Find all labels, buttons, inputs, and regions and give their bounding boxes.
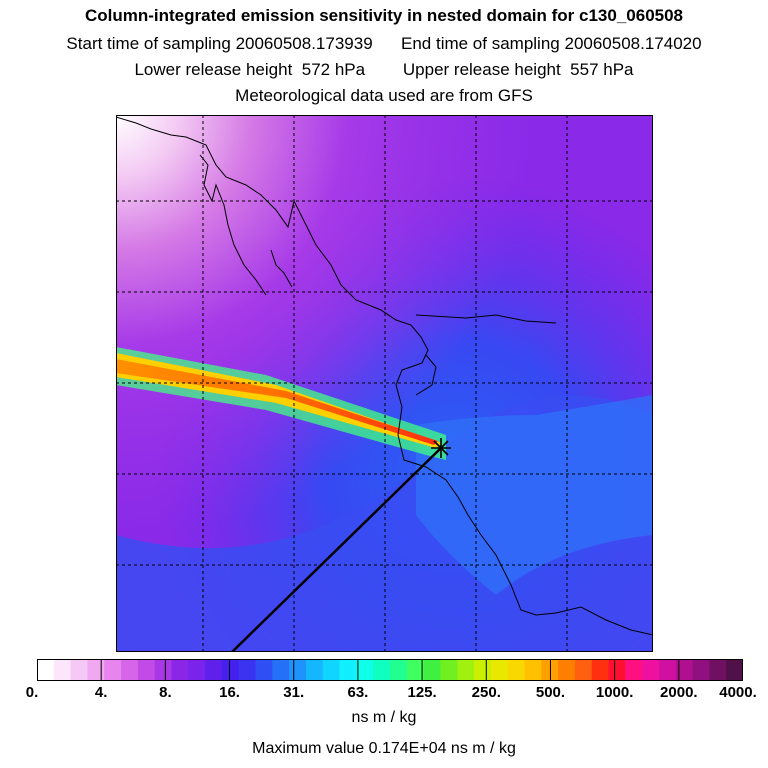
colorbar-swatch xyxy=(272,659,290,681)
colorbar-swatch xyxy=(87,659,105,681)
colorbar-swatch xyxy=(104,659,122,681)
coastline xyxy=(116,116,653,636)
colorbar-swatch xyxy=(558,659,576,681)
sampling-times: Start time of sampling 20060508.173939 E… xyxy=(0,34,768,54)
colorbar-swatch xyxy=(289,659,307,681)
colorbar-tick-label: 250. xyxy=(471,684,501,701)
colorbar-units: ns m / kg xyxy=(351,709,417,726)
star-icon xyxy=(431,438,451,458)
colorbar-swatch xyxy=(423,659,441,681)
sensitivity-map xyxy=(116,115,653,652)
colorbar-tick-label: 0. xyxy=(25,684,39,701)
colorbar-swatch xyxy=(474,659,492,681)
lower-value: 572 hPa xyxy=(301,60,366,79)
colorbar-swatch xyxy=(490,659,509,681)
colorbar-swatch xyxy=(726,659,744,681)
colorbar-frame xyxy=(37,659,743,681)
upper-label: Upper release height xyxy=(402,60,561,79)
colorbar-swatch xyxy=(322,659,341,681)
colorbar-swatch xyxy=(121,659,139,681)
colorbar-swatch xyxy=(457,659,475,681)
colorbar-swatch xyxy=(37,659,55,681)
colorbar-swatch xyxy=(692,659,710,681)
trajectory-line xyxy=(231,447,442,652)
end-value: 20060508.174020 xyxy=(564,34,702,53)
colorbar-swatch xyxy=(188,659,206,681)
colorbar-swatch xyxy=(137,659,156,681)
colorbar-swatch xyxy=(154,659,172,681)
colorbar-swatch xyxy=(205,659,223,681)
colorbar-swatch xyxy=(524,659,542,681)
colorbar-tick-label: 1000. xyxy=(595,684,634,701)
colorbar-swatch xyxy=(591,659,610,681)
colorbar-swatch xyxy=(221,659,240,681)
start-value: 20060508.173939 xyxy=(235,34,373,53)
plume-trajectory xyxy=(116,347,446,460)
met-data-line: Meteorological data used are from GFS xyxy=(235,86,533,105)
colorbar-swatch xyxy=(238,659,257,681)
upper-value: 557 hPa xyxy=(570,60,634,79)
colorbar-swatch xyxy=(255,659,273,681)
colorbar-tick-label: 31. xyxy=(283,684,305,701)
colorbar-swatch xyxy=(574,659,593,681)
colorbar-tick-label: 2000. xyxy=(660,684,698,701)
colorbar-swatch xyxy=(709,659,727,681)
colorbar-tick-label: 4000. xyxy=(719,684,757,701)
colorbar-tick-label: 125. xyxy=(407,684,437,701)
release-heights: Lower release height 572 hPa Upper relea… xyxy=(0,60,768,80)
colorbar-swatch xyxy=(541,659,559,681)
colorbar-swatch xyxy=(339,659,357,681)
colorbar-tick-label: 500. xyxy=(535,684,566,701)
colorbar-swatch xyxy=(642,659,660,681)
colorbar-swatch xyxy=(675,659,694,681)
start-label: Start time of sampling xyxy=(66,34,231,53)
colorbar-swatch xyxy=(440,659,458,681)
colorbar-swatch xyxy=(608,659,626,681)
map-frame xyxy=(116,115,653,652)
lower-label: Lower release height xyxy=(134,60,293,79)
colorbar-swatch xyxy=(625,659,643,681)
colorbar-swatch xyxy=(658,659,677,681)
colorbar-swatch xyxy=(70,659,88,681)
colorbar-swatch xyxy=(390,659,408,681)
plot-title: Column-integrated emission sensitivity i… xyxy=(84,6,684,25)
colorbar-swatch xyxy=(406,659,425,681)
colorbar xyxy=(36,659,744,681)
colorbar-tick-label: 63. xyxy=(347,684,369,701)
colorbar-swatch xyxy=(373,659,391,681)
colorbar-swatch xyxy=(507,659,525,681)
colorbar-tick-label: 8. xyxy=(159,684,172,701)
end-label: End time of sampling xyxy=(401,34,560,53)
colorbar-swatch xyxy=(53,659,72,681)
colorbar-swatch xyxy=(356,659,374,681)
colorbar-swatch xyxy=(171,659,189,681)
colorbar-swatch xyxy=(305,659,324,681)
colorbar-tick-label: 4. xyxy=(94,684,108,701)
colorbar-tick-label: 16. xyxy=(219,684,240,701)
maximum-value: Maximum value 0.174E+04 ns m / kg xyxy=(252,740,516,757)
